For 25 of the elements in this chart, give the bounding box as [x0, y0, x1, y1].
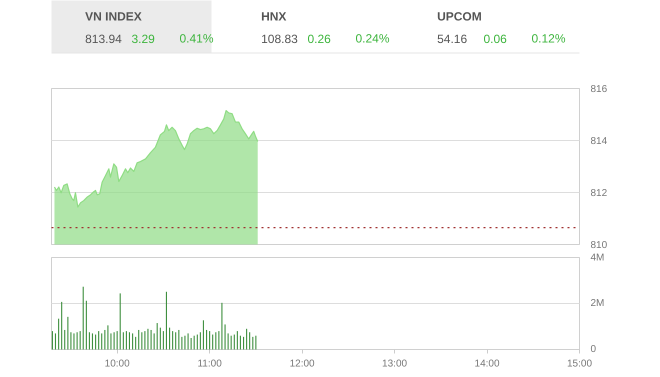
text: 0.24%: [356, 32, 390, 46]
x-tick-label: 15:00: [566, 358, 592, 370]
text: 0.41%: [180, 32, 214, 46]
text: UPCOM: [437, 10, 482, 24]
text: 54.16: [437, 32, 468, 46]
y-tick-label: 814: [590, 136, 608, 147]
text: 108.83: [261, 32, 298, 46]
text: VN INDEX: [85, 10, 142, 24]
x-tick-label: 13:00: [382, 358, 408, 370]
text: 0.26: [308, 32, 332, 46]
y-tick-label: 816: [590, 84, 608, 95]
text: 813.94: [85, 32, 122, 46]
y-tick-label: 0: [590, 344, 596, 355]
x-tick-label: 12:00: [290, 358, 316, 370]
y-tick-label: 812: [590, 188, 608, 199]
text: 0.12%: [532, 32, 566, 46]
y-tick-label: 2M: [590, 298, 604, 309]
y-tick-label: 4M: [590, 252, 604, 264]
text: 3.29: [132, 32, 156, 46]
text: HNX: [261, 10, 286, 24]
x-tick-label: 14:00: [474, 358, 500, 370]
x-tick-label: 10:00: [104, 358, 130, 370]
x-tick-label: 11:00: [197, 358, 222, 370]
y-tick-label: 810: [590, 240, 608, 251]
text: 0.06: [484, 32, 508, 46]
